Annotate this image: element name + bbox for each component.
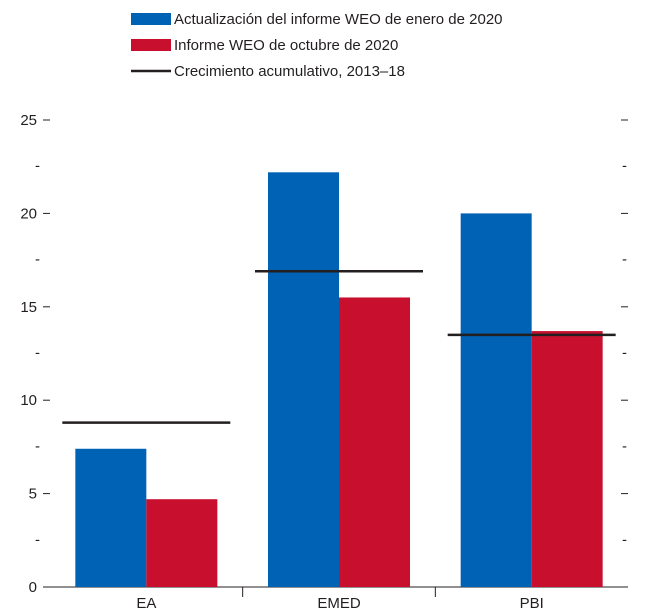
reference-lines — [62, 270, 616, 424]
y-tick-label: 20 — [20, 205, 37, 222]
y-tick-label: 15 — [20, 299, 37, 316]
y-minor-tick-left: - — [35, 345, 40, 362]
y-minor-tick-right: - — [622, 158, 627, 175]
y-minor-tick-left: - — [35, 251, 40, 268]
y-minor-tick-right: - — [622, 438, 627, 455]
bar-ea-series-1 — [75, 448, 147, 587]
legend-swatch-2 — [131, 39, 171, 51]
x-tick-label-pbi: PBI — [520, 595, 544, 612]
bars — [75, 172, 603, 587]
y-tick-label: 0 — [29, 579, 37, 596]
legend: Actualización del informe WEO de enero d… — [131, 11, 503, 80]
y-minor-tick-right: - — [622, 531, 627, 548]
y-minor-tick-left: - — [35, 158, 40, 175]
bar-ea-series-2 — [146, 499, 218, 587]
y-minor-tick-right: - — [622, 251, 627, 268]
y-minor-tick-left: - — [35, 438, 40, 455]
y-minor-tick-left: - — [35, 531, 40, 548]
y-tick-label: 10 — [20, 392, 37, 409]
legend-label-1: Actualización del informe WEO de enero d… — [174, 11, 503, 28]
legend-swatch-1 — [131, 13, 171, 25]
x-tick-label-emed: EMED — [317, 595, 361, 612]
bar-emed-series-1 — [268, 172, 339, 587]
legend-label-2: Informe WEO de octubre de 2020 — [174, 37, 398, 54]
y-tick-label: 5 — [29, 486, 37, 503]
bar-emed-series-2 — [339, 297, 410, 587]
y-minor-tick-right: - — [622, 345, 627, 362]
bar-pbi-series-1 — [460, 213, 532, 587]
bar-pbi-series-2 — [531, 331, 603, 587]
legend-label-3: Crecimiento acumulativo, 2013–18 — [174, 63, 405, 80]
y-tick-label: 25 — [20, 112, 37, 129]
axes: 0 5 10 15 20 25 - - - - - - - - - - EA EMED PBI — [20, 112, 628, 612]
x-tick-label-ea: EA — [136, 595, 156, 612]
